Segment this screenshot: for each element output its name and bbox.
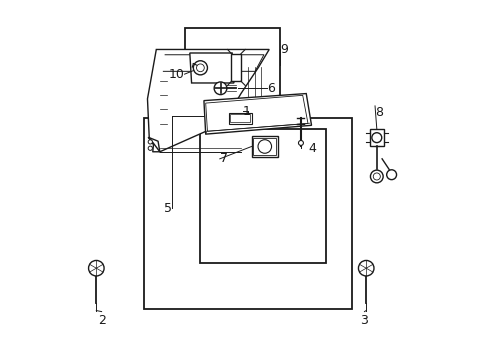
Text: 8: 8: [374, 106, 382, 119]
Circle shape: [148, 146, 152, 150]
Bar: [200, 129, 325, 263]
Text: 10: 10: [168, 68, 184, 81]
Circle shape: [258, 140, 271, 153]
Polygon shape: [230, 114, 249, 122]
Text: 5: 5: [164, 202, 172, 215]
Polygon shape: [203, 94, 311, 134]
Circle shape: [371, 133, 381, 143]
Circle shape: [214, 82, 226, 95]
Circle shape: [88, 260, 104, 276]
Polygon shape: [205, 95, 307, 131]
Circle shape: [193, 61, 207, 75]
Text: 9: 9: [279, 43, 287, 56]
Text: 2: 2: [98, 314, 105, 327]
Circle shape: [298, 140, 303, 145]
Circle shape: [386, 170, 396, 180]
Bar: [369, 129, 383, 147]
Bar: [251, 136, 278, 157]
Bar: [184, 28, 279, 102]
Circle shape: [370, 170, 383, 183]
Circle shape: [372, 173, 380, 180]
Polygon shape: [189, 53, 233, 83]
Polygon shape: [231, 54, 241, 81]
Circle shape: [358, 260, 373, 276]
Circle shape: [148, 140, 152, 144]
Text: 6: 6: [267, 82, 275, 95]
Text: 4: 4: [307, 142, 315, 155]
Bar: [143, 118, 351, 309]
Bar: [253, 138, 276, 155]
Text: 7: 7: [219, 152, 227, 165]
Text: 1: 1: [242, 105, 250, 118]
Text: 3: 3: [360, 314, 367, 327]
Polygon shape: [147, 49, 269, 152]
Circle shape: [196, 64, 204, 72]
Polygon shape: [228, 113, 251, 123]
